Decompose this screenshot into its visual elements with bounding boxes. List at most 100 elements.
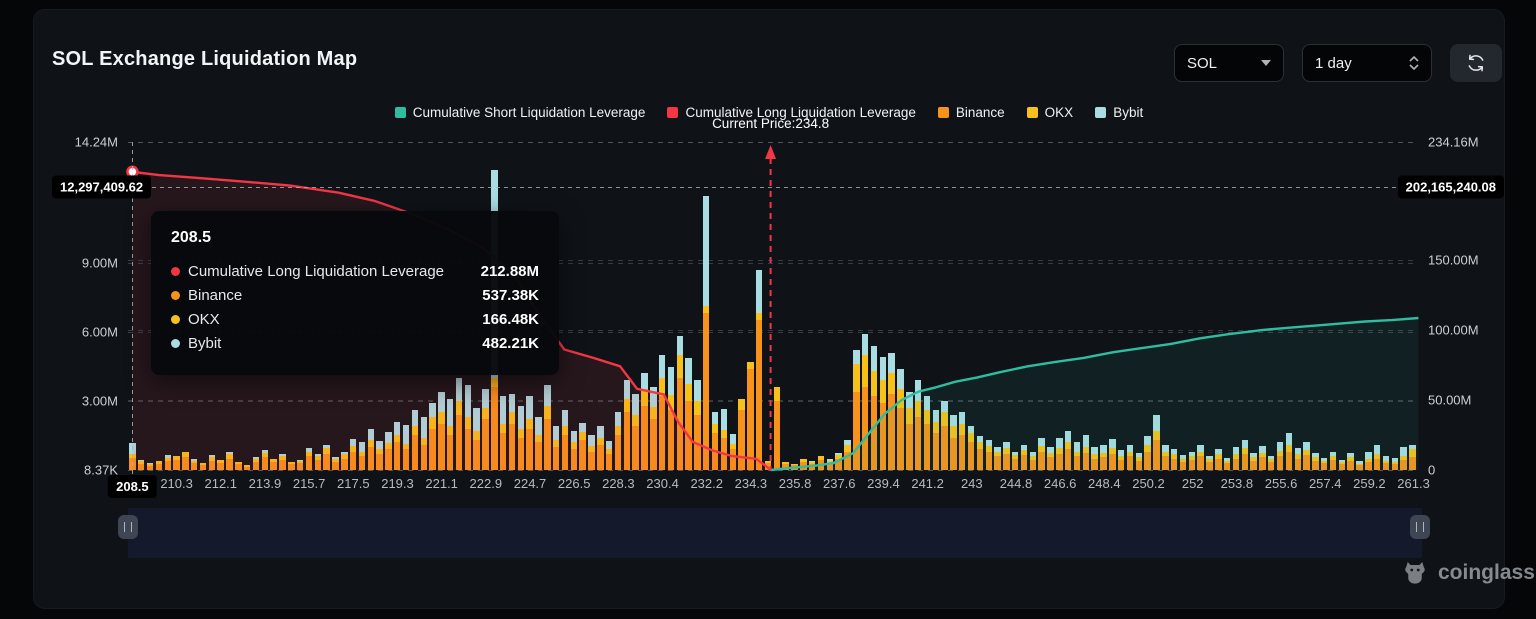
liquidation-bar[interactable] xyxy=(341,452,348,470)
liquidation-bar[interactable] xyxy=(738,398,745,470)
liquidation-bar[interactable] xyxy=(411,410,419,470)
liquidation-bar[interactable] xyxy=(164,455,171,470)
liquidation-bar[interactable] xyxy=(385,432,392,470)
liquidation-bar[interactable] xyxy=(1100,444,1107,470)
liquidation-bar[interactable] xyxy=(773,387,781,470)
liquidation-bar[interactable] xyxy=(1179,455,1187,470)
liquidation-bar[interactable] xyxy=(279,453,286,470)
liquidation-bar[interactable] xyxy=(897,368,904,470)
liquidation-bar[interactable] xyxy=(561,410,569,470)
liquidation-bar[interactable] xyxy=(570,430,578,470)
liquidation-bar[interactable] xyxy=(455,377,463,470)
liquidation-bar[interactable] xyxy=(597,426,604,470)
liquidation-bar[interactable] xyxy=(288,461,295,470)
liquidation-bar[interactable] xyxy=(1320,458,1328,470)
liquidation-bar[interactable] xyxy=(420,417,427,470)
liquidation-bar[interactable] xyxy=(1135,452,1143,470)
liquidation-bar[interactable] xyxy=(800,459,807,470)
liquidation-bar[interactable] xyxy=(747,361,754,470)
liquidation-bar[interactable] xyxy=(703,195,710,470)
liquidation-bar[interactable] xyxy=(1153,414,1160,470)
liquidation-bar[interactable] xyxy=(1276,442,1284,470)
liquidation-bar[interactable] xyxy=(976,435,984,470)
liquidation-bar[interactable] xyxy=(985,440,992,470)
liquidation-bar[interactable] xyxy=(932,410,939,470)
liquidation-bar[interactable] xyxy=(835,452,842,470)
liquidation-bar[interactable] xyxy=(1126,444,1134,470)
liquidation-bar[interactable] xyxy=(579,422,586,470)
liquidation-bar[interactable] xyxy=(1223,458,1231,470)
liquidation-bar[interactable] xyxy=(552,426,560,470)
liquidation-bar[interactable] xyxy=(650,387,657,470)
legend-item[interactable]: Cumulative Short Liquidation Leverage xyxy=(394,105,645,120)
liquidation-bar[interactable] xyxy=(1409,444,1416,470)
legend-item[interactable]: Binance xyxy=(937,105,1005,120)
liquidation-bar[interactable] xyxy=(526,396,533,470)
refresh-button[interactable] xyxy=(1450,44,1502,82)
liquidation-bar[interactable] xyxy=(261,449,269,470)
liquidation-bar[interactable] xyxy=(1047,446,1054,470)
liquidation-bar[interactable] xyxy=(588,435,595,470)
liquidation-bar[interactable] xyxy=(235,461,242,470)
liquidation-bar[interactable] xyxy=(473,407,480,470)
liquidation-bar[interactable] xyxy=(1109,438,1116,470)
liquidation-bar[interactable] xyxy=(1268,455,1275,470)
liquidation-bar[interactable] xyxy=(155,461,163,470)
liquidation-bar[interactable] xyxy=(782,461,789,470)
liquidation-bar[interactable] xyxy=(817,456,825,470)
range-navigator-right-handle[interactable] xyxy=(1410,515,1430,539)
symbol-select[interactable]: SOL xyxy=(1174,44,1284,82)
liquidation-bar[interactable] xyxy=(199,463,207,470)
liquidation-bar[interactable] xyxy=(1303,441,1310,470)
liquidation-bar[interactable] xyxy=(853,350,860,470)
liquidation-bar[interactable] xyxy=(694,380,701,470)
liquidation-bar[interactable] xyxy=(1373,444,1381,470)
liquidation-bar[interactable] xyxy=(190,459,198,470)
liquidation-bar[interactable] xyxy=(252,457,260,470)
liquidation-bar[interactable] xyxy=(994,447,1001,470)
liquidation-bar[interactable] xyxy=(1073,442,1081,470)
liquidation-bar[interactable] xyxy=(667,367,675,470)
liquidation-bar[interactable] xyxy=(1038,437,1045,470)
liquidation-bar[interactable] xyxy=(641,373,648,470)
range-navigator-left-handle[interactable] xyxy=(118,515,138,539)
liquidation-bar[interactable] xyxy=(1170,448,1178,470)
liquidation-bar[interactable] xyxy=(1356,461,1363,470)
liquidation-bar[interactable] xyxy=(764,460,772,470)
liquidation-bar[interactable] xyxy=(482,389,489,470)
liquidation-bar[interactable] xyxy=(394,421,401,470)
liquidation-bar[interactable] xyxy=(296,459,304,470)
liquidation-bar[interactable] xyxy=(967,426,975,470)
liquidation-bar[interactable] xyxy=(1162,444,1169,470)
legend-item[interactable]: OKX xyxy=(1026,105,1073,120)
liquidation-bar[interactable] xyxy=(711,412,719,470)
liquidation-bar[interactable] xyxy=(367,428,374,470)
liquidation-bar[interactable] xyxy=(632,394,639,470)
liquidation-bar[interactable] xyxy=(226,451,233,470)
liquidation-bar[interactable] xyxy=(358,442,366,470)
liquidation-bar[interactable] xyxy=(1091,447,1098,470)
liquidation-bar[interactable] xyxy=(447,398,454,470)
liquidation-bar[interactable] xyxy=(1400,447,1407,470)
liquidation-bar[interactable] xyxy=(1347,453,1354,470)
liquidation-bar[interactable] xyxy=(729,434,736,470)
liquidation-bar[interactable] xyxy=(676,336,683,470)
liquidation-bar[interactable] xyxy=(499,396,507,470)
liquidation-bar[interactable] xyxy=(950,414,957,470)
liquidation-bar[interactable] xyxy=(623,380,631,470)
liquidation-bar[interactable] xyxy=(535,417,542,470)
liquidation-bar[interactable] xyxy=(376,440,383,470)
liquidation-bar[interactable] xyxy=(305,448,313,470)
liquidation-bar[interactable] xyxy=(1082,435,1090,470)
range-navigator-track[interactable] xyxy=(118,508,1430,558)
liquidation-bar[interactable] xyxy=(720,408,728,470)
liquidation-bar[interactable] xyxy=(1312,452,1319,470)
liquidation-bar[interactable] xyxy=(217,460,224,470)
liquidation-bar[interactable] xyxy=(323,444,330,470)
liquidation-bar[interactable] xyxy=(844,440,851,470)
liquidation-bar[interactable] xyxy=(173,455,180,470)
liquidation-bar[interactable] xyxy=(1232,447,1240,470)
liquidation-bar[interactable] xyxy=(1391,458,1399,470)
liquidation-bar[interactable] xyxy=(464,384,472,470)
liquidation-bar[interactable] xyxy=(146,463,154,470)
